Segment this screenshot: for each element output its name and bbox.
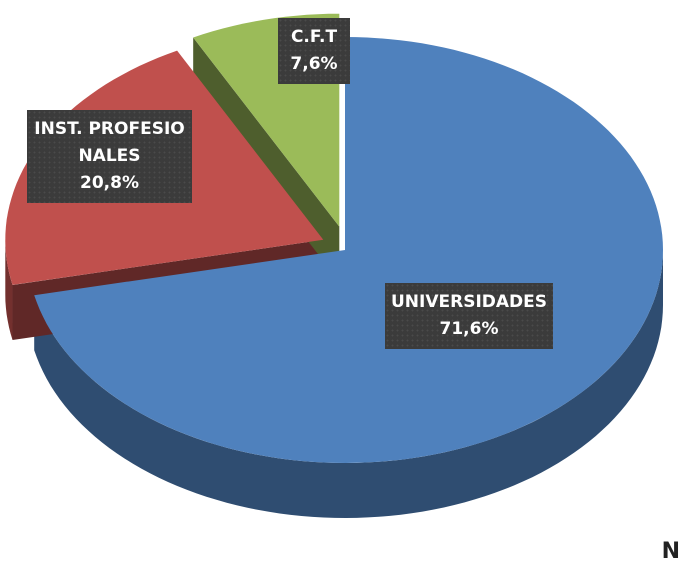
slice-side	[34, 250, 663, 518]
label-value: 71,6%	[439, 319, 499, 339]
slice	[34, 37, 663, 463]
label-value: 7,6%	[290, 54, 338, 74]
data-label: C.F.T 7,6%	[278, 18, 350, 84]
label-category: UNIVERSIDADES	[390, 292, 548, 312]
data-label: INST. PROFESIONALES 20,8%	[27, 110, 192, 203]
corner-text: N	[661, 539, 680, 564]
label-value: 20,8%	[80, 173, 139, 193]
data-label: UNIVERSIDADES 71,6%	[385, 283, 553, 349]
label-category: INST. PROFESIONALES	[34, 119, 185, 166]
slice-side	[5, 239, 13, 340]
label-category: C.F.T	[290, 27, 338, 47]
